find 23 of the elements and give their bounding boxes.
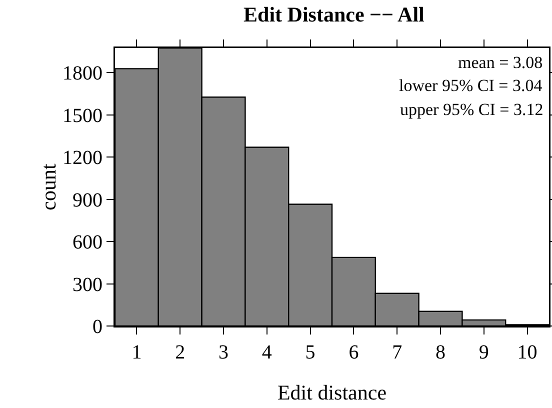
y-axis-title: count [36, 164, 60, 210]
x-axis-title: Edit distance [277, 380, 387, 404]
y-tick-label: 1800 [62, 62, 102, 85]
y-tick-label: 1500 [62, 104, 102, 127]
y-tick-label: 0 [92, 316, 102, 338]
x-tick-label: 4 [262, 342, 272, 364]
x-tick-label: 8 [436, 342, 446, 364]
x-tick-label: 5 [305, 342, 316, 364]
y-tick-label: 1200 [62, 147, 102, 170]
annotation: lower 95% CI = 3.04 [399, 76, 543, 95]
x-tick-label: 7 [392, 342, 402, 364]
y-tick-label: 900 [72, 189, 102, 212]
x-tick-label: 6 [348, 342, 359, 364]
x-tick-label: 1 [132, 342, 142, 364]
y-tick-label: 600 [72, 232, 102, 254]
y-tick-label: 300 [72, 274, 102, 296]
x-tick-label: 9 [478, 342, 489, 364]
x-tick-label: 10 [517, 342, 538, 364]
x-tick-label: 3 [218, 342, 228, 364]
annotation: mean = 3.08 [458, 53, 543, 72]
x-tick-label: 2 [175, 342, 186, 364]
annotation: upper 95% CI = 3.12 [400, 100, 544, 119]
chart-title: Edit Distance −− All [244, 2, 425, 27]
